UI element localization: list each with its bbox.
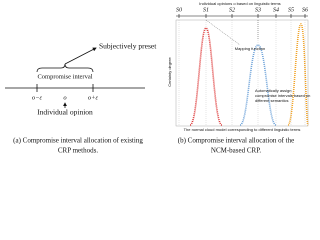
term-label: S3: [255, 7, 261, 13]
tick-label: o: [63, 94, 67, 101]
term-label: S2: [229, 7, 235, 13]
y-label: Certainty degree: [167, 56, 172, 86]
arrow: [64, 47, 97, 65]
figure: Subjectively preset Compromise interval …: [5, 1, 310, 155]
interval-label: Compromise interval: [37, 73, 92, 80]
opinion-label: Individual opinion: [37, 108, 93, 117]
term-label: S6: [302, 7, 308, 13]
tick-label: o−ε: [32, 94, 43, 101]
assign-label: compromise intervals based on: [255, 93, 310, 98]
right-panel: Individual opinions o based on linguisti…: [167, 1, 310, 155]
cloud-curve: [239, 44, 277, 126]
tick-label: o+ε: [88, 94, 99, 101]
cloud-curve: [287, 23, 309, 126]
term-label: S4: [273, 6, 279, 13]
caption: (b) Compromise interval allocation of th…: [178, 137, 294, 145]
term-label: S1: [203, 7, 209, 13]
caption: (a) Compromise interval allocation of ex…: [13, 137, 143, 145]
bottom-label: The normal cloud model corresponding to …: [184, 127, 301, 132]
assign-label: Automatically assign: [255, 88, 291, 93]
mapping-label: Mapping function: [235, 46, 265, 51]
plot-frame: [175, 19, 309, 127]
caption: CRP methods.: [58, 147, 98, 155]
left-panel: Subjectively preset Compromise interval …: [5, 42, 157, 155]
panel-title: Individual opinions o based on linguisti…: [199, 1, 280, 6]
term-label: S0: [176, 7, 182, 13]
assign-label: different semantics: [255, 98, 289, 103]
term-label: S5: [288, 7, 294, 13]
brace: [36, 63, 94, 73]
cloud-curve: [189, 27, 223, 126]
caption: NCM-based CRP.: [211, 147, 261, 155]
mapping-line: [205, 19, 241, 46]
preset-label: Subjectively preset: [99, 42, 157, 51]
